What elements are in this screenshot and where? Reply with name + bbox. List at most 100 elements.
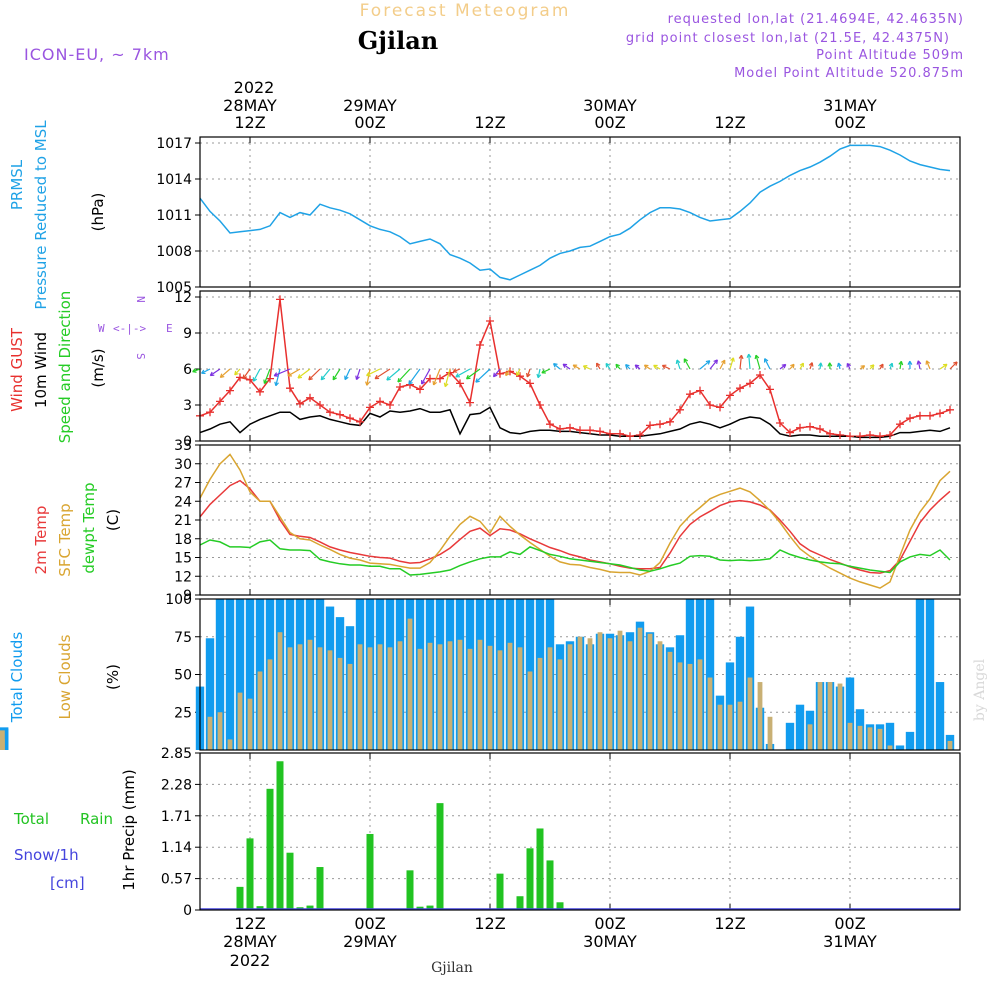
gust-marker — [726, 391, 734, 400]
low-cloud-bar — [347, 663, 353, 750]
wind-arrow-head — [562, 363, 568, 369]
wind-arrow-head — [273, 372, 279, 377]
total-cloud-bar — [205, 638, 215, 750]
low-cloud-bar — [287, 647, 293, 750]
wind-direction-arrow — [739, 355, 743, 370]
top-axis-date: 30MAY — [583, 96, 637, 115]
wind-direction-arrow — [263, 368, 271, 384]
wind-arrow-head — [526, 372, 531, 378]
wind-arrow-head — [234, 370, 239, 376]
total-cloud-bar — [905, 731, 915, 750]
bottom-axis-date: 30MAY — [583, 932, 637, 951]
rain-bar — [286, 852, 294, 910]
clouds-panel: 25 50 75 100 — [0, 592, 961, 751]
low-cloud-bar — [637, 627, 643, 750]
total-cloud-bar — [735, 636, 745, 750]
rain-bar — [276, 761, 284, 910]
wind-arrow-head — [817, 362, 823, 367]
y-tick-label: 24 — [174, 494, 192, 510]
wind-direction-arrow — [541, 368, 551, 374]
low-cloud-bar — [807, 724, 813, 750]
low-cloud-bar — [437, 644, 443, 750]
gust-marker — [736, 384, 744, 393]
gust-marker — [586, 426, 594, 435]
wind-direction-arrow — [366, 368, 381, 377]
total-cloud-bar — [885, 722, 895, 750]
low-cloud-bar — [847, 722, 853, 750]
wind-arrow-head — [836, 362, 842, 368]
low-cloud-bar — [667, 651, 673, 750]
compass-south: S — [134, 353, 147, 360]
wind-arrow-head — [625, 364, 630, 369]
rain-bar — [266, 788, 274, 910]
wind-arrow-head — [925, 360, 931, 365]
low-cloud-bar — [767, 716, 773, 750]
wind-direction-arrow — [676, 359, 681, 370]
low-cloud-bar — [277, 632, 283, 750]
total-cloud-bar — [705, 599, 715, 750]
wind-direction-arrow — [320, 368, 331, 381]
gust-marker — [616, 429, 624, 438]
gust-marker — [536, 401, 544, 409]
y-tick-label: 1.71 — [161, 809, 192, 825]
wind-arrow-head — [916, 360, 922, 365]
wind-arrow-head — [781, 363, 787, 369]
low-cloud-bar — [307, 639, 313, 750]
top-axis-time: 00Z — [834, 113, 865, 132]
wind-direction-arrow — [344, 368, 351, 380]
gust-marker — [296, 399, 304, 408]
bottom-axis-date: 31MAY — [823, 932, 877, 951]
low-cloud-bar — [857, 725, 863, 750]
y-tick-label: 3 — [183, 398, 192, 414]
bottom-axis-date: 29MAY — [343, 932, 397, 951]
wind-direction-arrow — [949, 361, 958, 370]
wind-arrow-head — [274, 381, 279, 387]
wind-arrow-head — [790, 363, 795, 369]
wind-arrow-head — [730, 357, 735, 362]
wind-arrow-head — [942, 363, 948, 369]
wind-direction-arrow — [275, 368, 281, 386]
gust-marker — [846, 432, 854, 441]
temp-sfc-label: SFC Temp — [56, 503, 74, 576]
total-label: Total — [13, 810, 49, 828]
total-cloud-bar — [235, 599, 245, 750]
y-tick-label: 1008 — [156, 244, 192, 260]
gust-marker — [206, 408, 214, 417]
gust-marker — [806, 422, 814, 431]
wind-arrow-head — [675, 359, 681, 365]
wind-direction-arrow — [252, 368, 261, 382]
low-cloud-bar — [397, 641, 403, 750]
wind-direction-arrow — [572, 364, 581, 370]
gust-marker — [896, 420, 904, 429]
wind-direction-arrow — [764, 358, 771, 370]
top-axis-date: 31MAY — [823, 96, 877, 115]
clouds-unit-label: (%) — [104, 664, 122, 690]
wind-direction-arrow — [475, 368, 491, 383]
low-cloud-bar — [817, 682, 823, 750]
gust-marker — [676, 405, 684, 414]
low-cloud-bar — [427, 642, 433, 750]
grid-point-coords: grid point closest lon,lat (21.5E, 42.43… — [626, 31, 950, 46]
low-cloud-bar — [677, 662, 683, 750]
gust-marker — [816, 425, 824, 433]
wind-arrow-head — [443, 382, 449, 388]
model-label: ICON-EU, ~ 7km — [24, 45, 170, 64]
low-cloud-bar — [717, 704, 723, 750]
gust-marker — [376, 397, 384, 406]
top-axis-time: 00Z — [594, 113, 625, 132]
wind-direction-arrow — [192, 368, 201, 373]
wind-arrow-head — [421, 380, 426, 385]
wind-arrow-head — [953, 361, 958, 366]
wind-arrow-head — [705, 360, 711, 365]
pressure-line — [199, 144, 951, 281]
wind-arrow-head — [846, 362, 851, 368]
low-cloud-bar — [247, 698, 253, 750]
low-cloud-bar — [587, 638, 593, 750]
location-title: Gjilan — [358, 26, 438, 55]
y-tick-label: 0 — [183, 903, 192, 919]
wind-direction-arrow — [683, 358, 691, 370]
wind-arrow-head — [432, 380, 438, 386]
wind-arrow-head — [365, 381, 370, 386]
low-cloud-bar — [407, 618, 413, 750]
